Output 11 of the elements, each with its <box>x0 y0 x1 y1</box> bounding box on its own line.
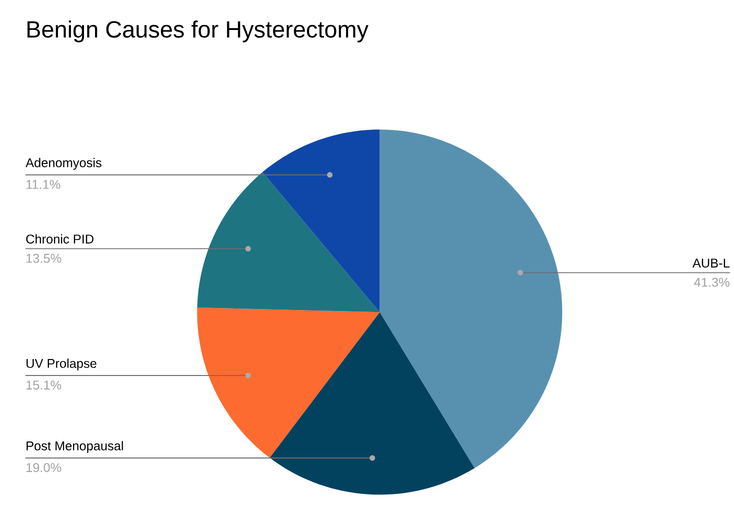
data-label: 11.1% <box>26 180 60 189</box>
slice-label: Post Menopausal <box>26 440 123 453</box>
slice-label: UV Prolapse <box>26 358 96 370</box>
slice-label: Chronic PID <box>26 234 94 244</box>
slice-label: AUB-L <box>692 258 730 268</box>
data-label: 41.3% <box>694 278 730 287</box>
data-label: 19.0% <box>26 463 62 472</box>
data-label: 15.1% <box>26 380 62 390</box>
slice-label: Adenomyosis <box>26 158 102 170</box>
data-label: 13.5% <box>26 254 62 263</box>
chart-title: Benign Causes for Hysterectomy <box>27 20 368 42</box>
